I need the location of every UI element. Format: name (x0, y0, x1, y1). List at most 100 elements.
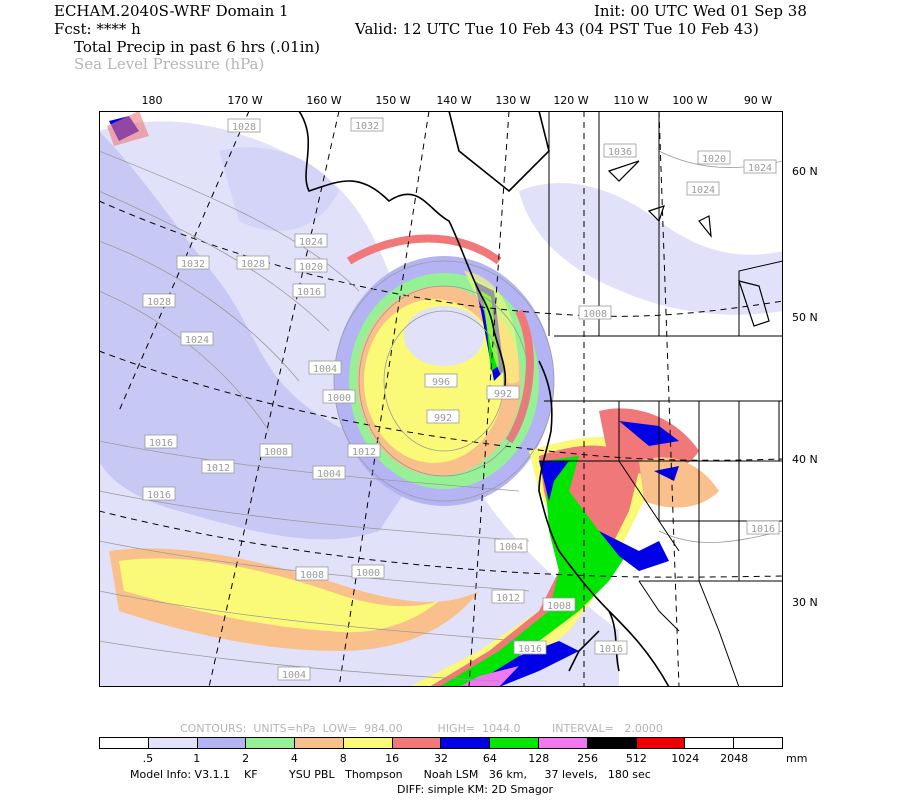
isobar-label-text: 1036 (608, 147, 632, 158)
legend-swatch (539, 738, 588, 748)
isobar-label: 992 (426, 409, 460, 424)
isobar-label: 1028 (227, 118, 261, 133)
field-slp-title: Sea Level Pressure (hPa) (74, 55, 265, 73)
legend-swatch (197, 738, 247, 748)
isobar-label: 1028 (142, 293, 176, 308)
state-borders (539, 111, 783, 687)
legend-tick-label: 512 (625, 752, 647, 765)
legend-tick-label: 256 (577, 752, 599, 765)
isobar-label-text: 1028 (241, 259, 265, 270)
latitude-label: 40 N (792, 453, 818, 466)
isobar-label: 1036 (603, 143, 637, 158)
legend-swatch (587, 738, 637, 748)
longitude-label: 180 (141, 94, 163, 107)
isobar-label-text: 1004 (313, 364, 337, 375)
latitude-label: 60 N (792, 165, 818, 178)
isobar-label: 992 (486, 385, 520, 400)
legend-tick-label: 4 (290, 752, 298, 765)
isobar-label: 1008 (542, 597, 576, 612)
isobar-label-text: 1024 (691, 185, 715, 196)
isobar-label: 1004 (277, 666, 311, 681)
isobar-label-text: 1016 (147, 490, 171, 501)
longitude-label: 140 W (436, 94, 472, 107)
isobar-label-text: 1024 (185, 335, 209, 346)
legend-tick-label: 2048 (720, 752, 749, 765)
isobar-label: 1012 (347, 443, 381, 458)
legend-units: mm (786, 752, 808, 765)
longitude-label: 110 W (613, 94, 649, 107)
longitude-label: 120 W (553, 94, 589, 107)
legend-swatch (100, 738, 149, 748)
legend-swatch (734, 738, 782, 748)
isobar-label-text: 1012 (496, 593, 520, 604)
isobar-label: 1032 (176, 255, 210, 270)
coastlines (298, 111, 670, 687)
isobar-label: 1016 (513, 640, 547, 655)
isobar-label: 1024 (686, 181, 720, 196)
legend-tick-label: 1024 (671, 752, 700, 765)
isobar-label-text: 992 (434, 413, 452, 424)
longitude-label: 170 W (227, 94, 263, 107)
isobar-label-text: 992 (494, 389, 512, 400)
isobar-label-text: 1024 (299, 237, 323, 248)
latitude-label: 30 N (792, 596, 818, 609)
model-info: Model Info: V3.1.1 KF YSU PBL Thompson N… (130, 768, 651, 781)
isobar-label: 1020 (697, 150, 731, 165)
isobar-label: 1028 (236, 255, 270, 270)
isobar-label: 1012 (491, 589, 525, 604)
isobar-label: 1004 (308, 360, 342, 375)
isobar-label-text: 1020 (299, 262, 323, 273)
isobar-label: 1016 (746, 520, 780, 535)
isobar-label: 1000 (322, 389, 356, 404)
isobar-label-text: 1024 (748, 163, 772, 174)
legend-swatch (490, 738, 540, 748)
isobar-label-text: 1008 (300, 570, 324, 581)
isobar-label: 1012 (201, 459, 235, 474)
legend-tick-label: 8 (339, 752, 347, 765)
longitude-label: 130 W (495, 94, 531, 107)
isobar-label-text: 1008 (583, 309, 607, 320)
init-time: Init: 00 UTC Wed 01 Sep 38 (594, 2, 807, 20)
isobar-label-text: 1012 (352, 447, 376, 458)
legend-swatch (685, 738, 735, 748)
legend-tick-label: 1 (193, 752, 201, 765)
model-title: ECHAM.2040S-WRF Domain 1 (54, 2, 289, 20)
longitude-label: 160 W (306, 94, 342, 107)
isobar-label-text: 1032 (181, 259, 205, 270)
legend-tick-label: 2 (242, 752, 250, 765)
legend-swatch (636, 738, 686, 748)
isobar-label: 1016 (144, 434, 178, 449)
diff-info: DIFF: simple KM: 2D Smagor (397, 783, 554, 796)
field-precip-title: Total Precip in past 6 hrs (.01in) (74, 38, 321, 56)
legend-tick-label: 16 (385, 752, 400, 765)
isobar-label-text: 1020 (702, 154, 726, 165)
isobar-label-text: 1028 (232, 122, 256, 133)
isobar-label-text: 1016 (149, 438, 173, 449)
isobar-label-text: 1000 (327, 393, 351, 404)
isobar-label-text: 1012 (206, 463, 230, 474)
isobar-label: 1024 (180, 331, 214, 346)
isobar-label-text: 1008 (547, 601, 571, 612)
forecast-hour: Fcst: **** h (54, 20, 141, 38)
legend-swatch (343, 738, 393, 748)
legend-tick-label: .5 (142, 752, 154, 765)
legend-tick-label: 64 (482, 752, 497, 765)
isobar-label-text: 1004 (499, 542, 523, 553)
isobar-label-text: 1008 (264, 447, 288, 458)
isobar-label-text: 1016 (518, 644, 542, 655)
isobar-label: 1016 (292, 283, 326, 298)
legend-tick-label: 128 (528, 752, 550, 765)
isobar-label: 1024 (743, 159, 777, 174)
isobar-label: 1008 (295, 566, 329, 581)
contour-info: CONTOURS: UNITS=hPa LOW= 984.00 HIGH= 10… (180, 722, 663, 735)
legend-swatch (148, 738, 198, 748)
isobar-label: 1008 (259, 443, 293, 458)
isobar-label-text: 1028 (147, 297, 171, 308)
isobar-label: 1004 (494, 538, 528, 553)
isobar-label-text: 1004 (282, 670, 306, 681)
legend-swatch (295, 738, 344, 748)
isobar-label-text: 1016 (599, 644, 623, 655)
isobar-label: 1000 (351, 564, 385, 579)
map-frame (99, 111, 783, 687)
latitude-label: 50 N (792, 311, 818, 324)
